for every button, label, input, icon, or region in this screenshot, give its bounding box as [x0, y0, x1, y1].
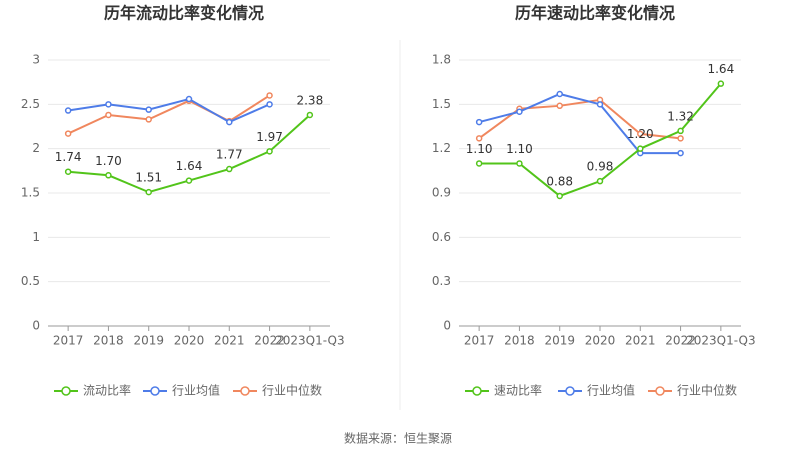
data-label: 1.64	[176, 159, 203, 173]
legend-label: 行业中位数	[677, 383, 737, 398]
data-point	[145, 116, 152, 123]
x-tick-label: 2020	[585, 334, 616, 348]
x-tick-label: 2018	[504, 334, 535, 348]
data-label: 1.64	[707, 62, 734, 76]
y-tick-label: 0.9	[432, 186, 451, 200]
data-point	[105, 172, 112, 179]
chart-title: 历年流动比率变化情况	[104, 4, 264, 23]
y-tick-label: 0	[32, 319, 40, 333]
data-point	[475, 135, 483, 142]
legend-marker	[150, 386, 160, 396]
legend-marker	[472, 386, 482, 396]
x-tick-label: 2022	[665, 334, 696, 348]
y-tick-label: 1.2	[432, 141, 451, 155]
data-point	[677, 149, 684, 157]
legend-marker	[655, 386, 665, 396]
data-point	[266, 148, 273, 155]
data-label: 1.70	[95, 154, 122, 168]
legend-marker	[565, 386, 575, 396]
data-point	[185, 95, 193, 103]
data-point	[266, 92, 273, 99]
data-point	[64, 130, 72, 137]
data-label: 1.20	[627, 127, 654, 141]
data-point	[677, 135, 684, 142]
data-label: 0.98	[587, 160, 614, 174]
data-point	[596, 177, 604, 185]
x-tick-label: 2019	[544, 334, 575, 348]
series-line	[67, 94, 271, 135]
data-point	[226, 165, 233, 173]
x-tick-label: 2018	[93, 334, 124, 348]
y-tick-label: 0.5	[21, 274, 40, 288]
data-label: 1.77	[216, 148, 243, 162]
data-label: 1.51	[135, 171, 162, 185]
data-point	[64, 107, 72, 114]
x-tick-label: 2023Q1-Q3	[275, 334, 344, 348]
legend-label: 流动比率	[83, 383, 131, 398]
y-tick-label: 1.8	[432, 53, 451, 67]
data-point	[637, 145, 644, 152]
source-note: 数据来源：恒生聚源	[344, 431, 452, 446]
data-point	[145, 106, 152, 113]
x-tick-label: 2020	[174, 334, 205, 348]
data-point	[105, 111, 112, 119]
data-label: 2.38	[296, 93, 323, 107]
y-tick-label: 0.6	[432, 230, 451, 244]
series-line	[478, 92, 681, 155]
y-tick-label: 0.3	[432, 274, 451, 288]
y-tick-label: 2.5	[21, 97, 40, 111]
data-point	[556, 192, 563, 200]
data-point	[596, 101, 604, 108]
x-tick-label: 2021	[625, 334, 656, 348]
series-line	[67, 97, 270, 124]
data-label: 1.32	[667, 109, 694, 123]
legend-label: 行业中位数	[262, 383, 322, 398]
data-label: 0.88	[546, 174, 573, 188]
data-point	[516, 160, 523, 167]
data-point	[105, 101, 112, 108]
data-point	[266, 101, 273, 108]
y-tick-label: 0	[443, 319, 451, 333]
legend-label: 行业均值	[172, 383, 220, 398]
data-point	[64, 168, 72, 175]
y-tick-label: 3	[32, 53, 40, 67]
data-point	[185, 177, 193, 184]
x-tick-label: 2022	[254, 334, 285, 348]
x-tick-label: 2023Q1-Q3	[686, 334, 755, 348]
x-tick-label: 2019	[133, 334, 164, 348]
data-point	[637, 130, 644, 138]
legend-marker	[240, 386, 250, 396]
data-point	[556, 90, 563, 98]
x-tick-label: 2017	[53, 334, 84, 348]
data-point	[145, 188, 152, 196]
data-point	[677, 127, 684, 135]
legend-label: 行业均值	[587, 383, 635, 398]
data-point	[516, 108, 523, 115]
legend-label: 速动比率	[494, 383, 542, 398]
data-point	[717, 80, 725, 87]
data-point	[475, 160, 483, 167]
y-tick-label: 2	[32, 141, 40, 155]
data-label: 1.10	[506, 142, 533, 156]
y-tick-label: 1.5	[21, 186, 40, 200]
data-point	[556, 102, 563, 110]
x-tick-label: 2021	[214, 334, 245, 348]
data-label: 1.74	[55, 150, 82, 164]
x-tick-label: 2017	[464, 334, 495, 348]
y-tick-label: 1	[32, 230, 40, 244]
data-point	[475, 118, 483, 126]
y-tick-label: 1.5	[432, 97, 451, 111]
legend-marker	[61, 386, 71, 396]
data-label: 1.10	[466, 142, 493, 156]
data-point	[226, 118, 233, 126]
data-label: 1.97	[256, 130, 283, 144]
chart-title: 历年速动比率变化情况	[515, 4, 675, 23]
data-point	[306, 111, 314, 119]
